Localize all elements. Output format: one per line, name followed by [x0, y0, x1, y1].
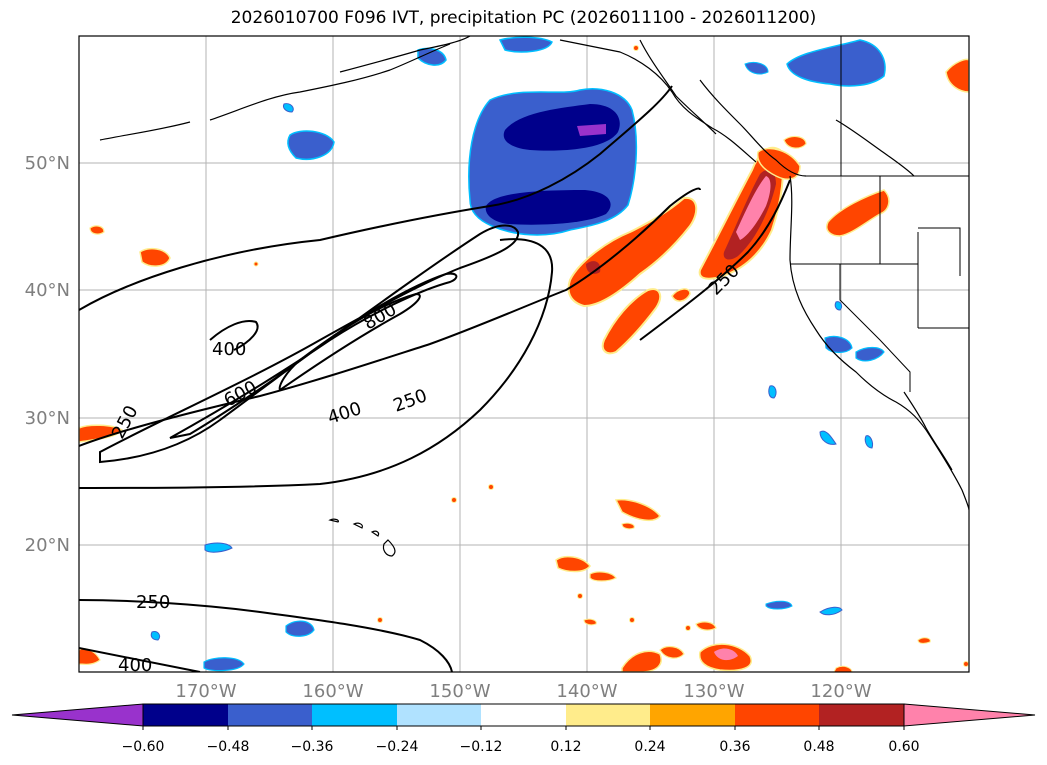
lat-label-50n: 50°N [25, 153, 70, 174]
contour-label-250-d: 250 [136, 592, 170, 613]
colorbar-tick-2: −0.48 [207, 739, 250, 755]
lat-label-40n: 40°N [25, 280, 70, 301]
contour-label-400-c: 400 [118, 655, 152, 676]
colorbar-tick-1: −0.60 [122, 739, 165, 755]
colorbar-segment-4 [397, 704, 481, 726]
colorbar-segment-2 [228, 704, 312, 726]
colorbar-tick-10: 0.60 [888, 739, 919, 755]
colorbar-extend-low [11, 703, 144, 727]
colorbar-tick-3: −0.36 [291, 739, 334, 755]
colorbar-tick-9: 0.48 [803, 739, 834, 755]
colorbar-segment-3 [312, 704, 397, 726]
coastlines [99, 36, 969, 557]
colorbar-segment-9 [819, 704, 904, 726]
longitude-labels: 170°W 160°W 150°W 140°W 130°W 120°W [175, 681, 871, 702]
colorbar-segment-1 [143, 704, 228, 726]
contour-label-400-a: 400 [212, 339, 246, 360]
colorbar-extend-high [903, 703, 1036, 727]
lon-label-160w: 160°W [302, 681, 363, 702]
chart-title: 2026010700 F096 IVT, precipitation PC (2… [230, 8, 817, 28]
lon-label-140w: 140°W [556, 681, 617, 702]
colorbar-tick-4: −0.24 [376, 739, 419, 755]
ivt-contour-400 [99, 224, 520, 464]
colorbar-segment-5 [481, 704, 566, 726]
colorbar-tick-6: 0.12 [550, 739, 581, 755]
lat-label-30n: 30°N [25, 408, 70, 429]
map-border [78, 35, 970, 673]
lat-label-20n: 20°N [25, 535, 70, 556]
ivt-contour-250-outer [79, 85, 673, 311]
ivt-contours [79, 85, 791, 672]
latitude-labels: 50°N 40°N 30°N 20°N [25, 153, 70, 556]
lon-label-130w: 130°W [683, 681, 744, 702]
colorbar: −0.60 −0.48 −0.36 −0.24 −0.12 0.12 0.24 … [11, 703, 1036, 755]
colorbar-segment-6 [566, 704, 650, 726]
colorbar-tick-8: 0.36 [719, 739, 750, 755]
colorbar-tick-7: 0.24 [634, 739, 665, 755]
colorbar-segment-8 [735, 704, 819, 726]
lon-label-170w: 170°W [175, 681, 236, 702]
negative-anomaly-areas [150, 36, 886, 672]
lon-label-150w: 150°W [429, 681, 490, 702]
colorbar-segment-7 [650, 704, 735, 726]
political-borders [790, 36, 969, 392]
colorbar-tick-5: −0.12 [460, 739, 503, 755]
lon-label-120w: 120°W [810, 681, 871, 702]
